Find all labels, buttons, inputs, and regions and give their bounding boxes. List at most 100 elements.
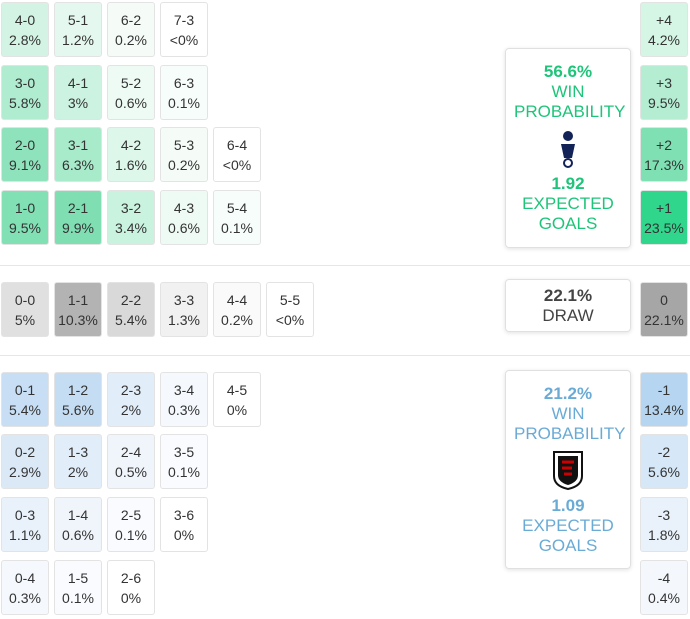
score: 4-2 xyxy=(120,136,142,153)
score: 2-5 xyxy=(120,506,142,523)
probability: 0.5% xyxy=(115,463,147,480)
draw-pct: 22.1% xyxy=(543,285,593,305)
score: 5-4 xyxy=(226,199,248,216)
score-cell: 6-2 0.2% xyxy=(107,2,155,57)
score: 3-3 xyxy=(173,291,195,308)
probability: 0.3% xyxy=(168,401,200,418)
probability: 17.3% xyxy=(644,156,684,173)
probability: 5.8% xyxy=(9,94,41,111)
probability: 13.4% xyxy=(644,401,684,418)
probability: 5.6% xyxy=(62,401,94,418)
score-cell: 3-4 0.3% xyxy=(160,372,208,427)
score: -2 xyxy=(657,443,671,460)
score: 6-3 xyxy=(173,74,195,91)
score: +1 xyxy=(656,199,672,216)
score: +4 xyxy=(656,11,672,28)
score: 5-5 xyxy=(279,291,301,308)
probability: 0.4% xyxy=(648,589,680,606)
probability: 0% xyxy=(226,401,248,418)
score-cell: 3-3 1.3% xyxy=(160,282,208,337)
probability: 0.1% xyxy=(62,589,94,606)
score-cell: 3-0 5.8% xyxy=(1,65,49,120)
score: 3-6 xyxy=(173,506,195,523)
probability: 10.3% xyxy=(58,311,98,328)
home-info: 56.6% WIN PROBABILITY 1.92 EXPECTED GOAL… xyxy=(505,48,631,248)
probability: 5.4% xyxy=(115,311,147,328)
score-cell: 5-4 0.1% xyxy=(213,190,261,245)
score: 1-0 xyxy=(14,199,36,216)
probability: 9.5% xyxy=(9,219,41,236)
score-cell: 4-1 3% xyxy=(54,65,102,120)
score: 0-0 xyxy=(14,291,36,308)
divider xyxy=(0,355,690,356)
score-cell: 4-4 0.2% xyxy=(213,282,261,337)
probability: <0% xyxy=(275,311,305,328)
score-cell: -1 13.4% xyxy=(640,372,688,427)
score-cell: 3-2 3.4% xyxy=(107,190,155,245)
score: 4-3 xyxy=(173,199,195,216)
draw-info: 22.1% DRAW xyxy=(505,279,631,332)
score: 4-0 xyxy=(14,11,36,28)
score-cell: 4-5 0% xyxy=(213,372,261,427)
probability: 5% xyxy=(14,311,36,328)
score: 0 xyxy=(660,291,668,308)
score: 1-2 xyxy=(67,381,89,398)
score: 2-0 xyxy=(14,136,36,153)
score-cell: +1 23.5% xyxy=(640,190,688,245)
probability: 2% xyxy=(120,401,142,418)
probability: 0.6% xyxy=(168,219,200,236)
probability: <0% xyxy=(222,156,252,173)
expected-goals: 1.09 xyxy=(551,495,585,515)
score: -3 xyxy=(657,506,671,523)
probability: 1.8% xyxy=(648,526,680,543)
probability: 0.6% xyxy=(62,526,94,543)
score: 0-2 xyxy=(14,443,36,460)
score-cell: 1-2 5.6% xyxy=(54,372,102,427)
probability: 0% xyxy=(120,589,142,606)
score-cell: +4 4.2% xyxy=(640,2,688,57)
score: 3-2 xyxy=(120,199,142,216)
probability: 0% xyxy=(173,526,195,543)
probability: 5.6% xyxy=(648,463,680,480)
score-cell: +2 17.3% xyxy=(640,127,688,182)
score-cell: -4 0.4% xyxy=(640,560,688,615)
score-cell: 0-1 5.4% xyxy=(1,372,49,427)
win-label: WIN PROBABILITY xyxy=(514,403,626,443)
score-cell: 1-1 10.3% xyxy=(54,282,102,337)
probability: 1.1% xyxy=(9,526,41,543)
probability: 1.2% xyxy=(62,31,94,48)
probability: 4.2% xyxy=(648,31,680,48)
probability: 0.1% xyxy=(168,94,200,111)
score: 2-6 xyxy=(120,569,142,586)
win-pct: 56.6% xyxy=(543,62,593,81)
score-cell: 0 22.1% xyxy=(640,282,688,337)
score: +3 xyxy=(656,74,672,91)
score: 4-5 xyxy=(226,381,248,398)
probability: 1.6% xyxy=(115,156,147,173)
probability: 6.3% xyxy=(62,156,94,173)
score: +2 xyxy=(656,136,672,153)
score: 4-1 xyxy=(67,74,89,91)
score-cell: 1-4 0.6% xyxy=(54,497,102,552)
score-cell: 1-0 9.5% xyxy=(1,190,49,245)
probability: 0.2% xyxy=(168,156,200,173)
probability: 2.8% xyxy=(9,31,41,48)
crest xyxy=(553,450,583,490)
score-cell: 6-4 <0% xyxy=(213,127,261,182)
probability: <0% xyxy=(169,31,199,48)
score: 5-2 xyxy=(120,74,142,91)
divider xyxy=(0,265,690,266)
probability: 22.1% xyxy=(644,311,684,328)
score-cell: 0-0 5% xyxy=(1,282,49,337)
score: 0-3 xyxy=(14,506,36,523)
score: -1 xyxy=(657,381,671,398)
probability: 0.1% xyxy=(221,219,253,236)
score-cell: 0-4 0.3% xyxy=(1,560,49,615)
crest xyxy=(561,131,575,168)
score-cell: 4-3 0.6% xyxy=(160,190,208,245)
score: 1-1 xyxy=(67,291,89,308)
score-cell: 2-3 2% xyxy=(107,372,155,427)
probability: 5.4% xyxy=(9,401,41,418)
score-cell: -3 1.8% xyxy=(640,497,688,552)
score-cell: 5-1 1.2% xyxy=(54,2,102,57)
